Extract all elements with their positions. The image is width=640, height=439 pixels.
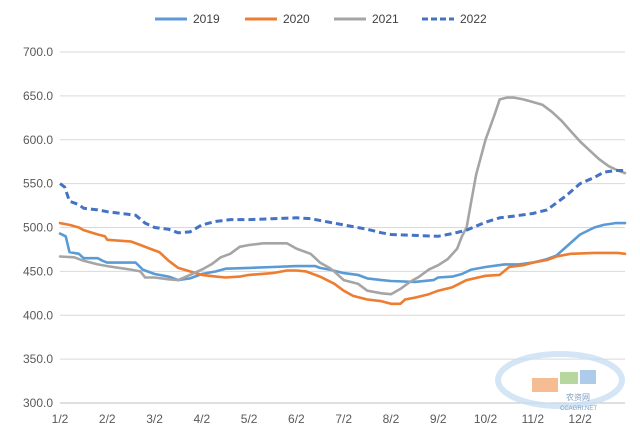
series-line-2022 — [59, 169, 625, 238]
legend-label-2020: 2020 — [283, 12, 310, 26]
series-line-2020 — [58, 221, 627, 306]
legend-label-2019: 2019 — [193, 12, 220, 26]
y-tick-label: 400.0 — [23, 308, 53, 322]
series-line-2019 — [58, 221, 627, 284]
legend: 2019 2020 2021 2022 — [155, 12, 487, 26]
watermark-subtext: CCAGRI.NET — [560, 406, 597, 412]
x-axis-ticks: 1/2 2/2 3/2 4/2 5/2 6/2 7/2 8/2 9/2 10/2 11/2 12/2 — [52, 412, 592, 426]
watermark-block-orange — [532, 378, 558, 392]
x-tick-label: 12/2 — [568, 412, 592, 426]
y-axis-ticks: 300.0 350.0 400.0 450.0 500.0 550.0 600.0 650.0… — [23, 45, 53, 410]
x-tick-label: 7/2 — [335, 412, 352, 426]
x-tick-label: 1/2 — [52, 412, 69, 426]
series-lines — [58, 96, 627, 306]
legend-label-2021: 2021 — [372, 12, 399, 26]
y-tick-label: 650.0 — [23, 89, 53, 103]
y-tick-label: 600.0 — [23, 133, 53, 147]
x-tick-label: 10/2 — [474, 412, 498, 426]
watermark-text: 农资网 — [566, 392, 590, 402]
x-tick-label: 4/2 — [193, 412, 210, 426]
watermark-swoosh — [495, 351, 625, 409]
x-tick-label: 8/2 — [383, 412, 400, 426]
watermark-block-blue — [580, 370, 596, 384]
x-tick-label: 5/2 — [241, 412, 258, 426]
series-line-2021 — [58, 96, 627, 296]
y-tick-label: 700.0 — [23, 45, 53, 59]
watermark-logo: 农资网 CCAGRI.NET — [495, 351, 625, 412]
x-tick-label: 11/2 — [522, 412, 545, 426]
x-tick-label: 6/2 — [288, 412, 305, 426]
y-tick-label: 500.0 — [23, 221, 53, 235]
y-tick-label: 300.0 — [23, 396, 53, 410]
y-tick-label: 550.0 — [23, 177, 53, 191]
y-tick-label: 350.0 — [23, 352, 53, 366]
x-tick-label: 3/2 — [146, 412, 163, 426]
y-tick-label: 450.0 — [23, 264, 53, 278]
x-tick-label: 2/2 — [99, 412, 116, 426]
legend-label-2022: 2022 — [460, 12, 487, 26]
x-tick-label: 9/2 — [430, 412, 447, 426]
watermark-block-green — [560, 372, 578, 384]
